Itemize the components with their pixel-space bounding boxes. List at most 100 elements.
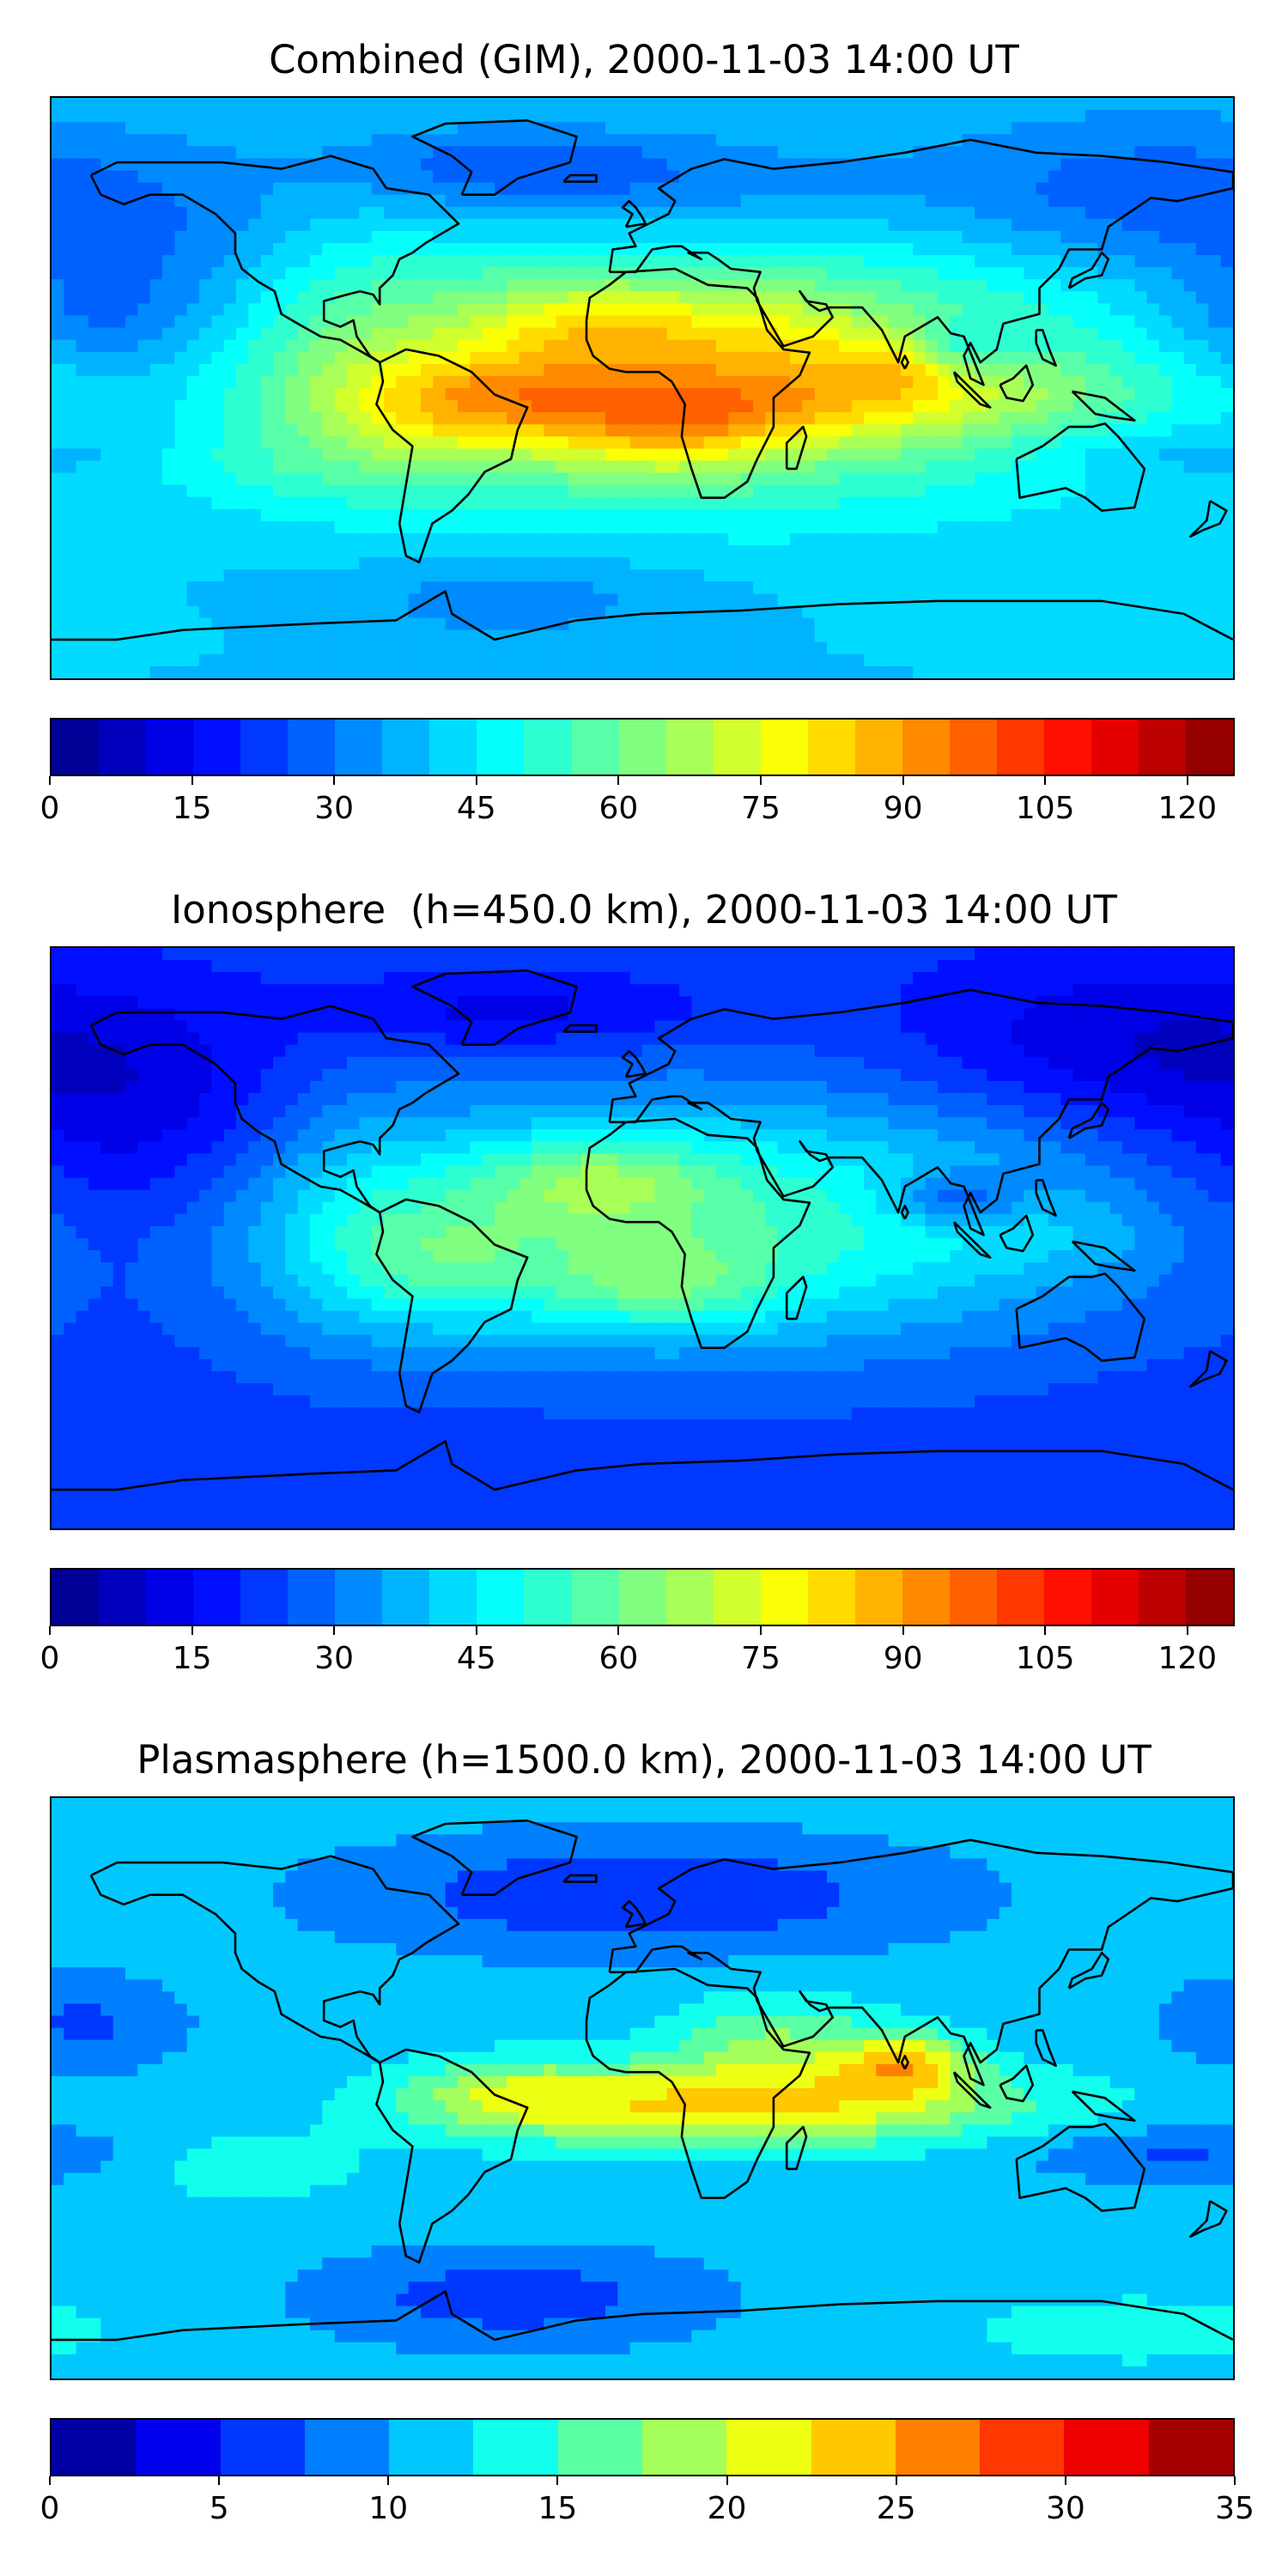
field-cell [765,960,779,973]
field-cell [790,134,804,148]
field-cell [1109,388,1123,401]
field-cell [112,629,126,643]
field-cell [470,412,483,426]
field-cell [901,303,914,317]
field-cell [1220,948,1233,961]
field-cell [938,617,951,631]
field-cell [149,496,163,510]
field-cell [1097,279,1111,293]
field-cell [1072,303,1086,317]
colorbar-cell [713,720,761,775]
field-cell [1122,484,1136,498]
field-cell [679,315,693,329]
field-cell [1146,351,1160,365]
field-cell [125,545,139,558]
field-cell [642,605,656,619]
field-cell [839,243,853,256]
field-cell [297,98,311,111]
field-cell [322,533,336,546]
field-cell [654,629,668,643]
field-cell [592,496,606,510]
field-cell [814,206,828,220]
field-cell [1159,182,1173,196]
field-cell [827,533,841,546]
field-cell [347,641,361,655]
field-cell [100,545,114,558]
field-cell [679,122,693,136]
field-cell [666,593,680,607]
field-cell [211,581,225,595]
field-cell [703,388,717,401]
field-cell [112,424,126,438]
field-cell [1159,315,1173,329]
field-cell [236,412,250,426]
field-cell [777,460,791,474]
field-cell [149,972,163,986]
field-cell [519,972,532,986]
field-cell [629,327,643,341]
field-cell [1060,533,1074,546]
field-cell [519,533,532,546]
field-cell [740,230,754,244]
field-cell [556,653,569,667]
field-cell [223,641,237,655]
field-cell [223,134,237,148]
field-cell [334,641,348,655]
field-cell [592,545,606,558]
field-cell [347,170,361,184]
field-cell [482,122,495,136]
field-cell [495,653,508,667]
field-cell [999,110,1012,123]
field-cell [359,122,373,136]
field-cell [186,984,200,998]
field-cell [149,122,163,136]
field-cell [851,545,865,558]
field-cell [999,194,1012,208]
field-cell [790,351,804,365]
field-cell [1109,545,1123,558]
field-cell [211,400,225,413]
field-cell [149,557,163,571]
field-cell [580,472,594,486]
field-cell [814,279,828,293]
field-cell [76,569,89,583]
field-cell [458,134,471,148]
field-cell [495,533,508,546]
field-cell [1134,98,1148,111]
field-cell [88,412,102,426]
field-cell [654,146,668,160]
field-cell [790,593,804,607]
field-cell [1048,460,1062,474]
field-cell [100,617,114,631]
field-cell [310,170,324,184]
field-cell [64,665,77,678]
field-cell [679,641,693,655]
field-cell [76,315,89,329]
field-cell [88,134,102,148]
field-cell [1171,472,1185,486]
field-cell [1146,972,1160,986]
field-cell [88,194,102,208]
field-cell [728,641,742,655]
field-cell [629,593,643,607]
field-cell [211,448,225,462]
field-cell [52,508,65,522]
field-cell [76,424,89,438]
field-cell [1012,182,1025,196]
field-cell [544,653,557,667]
field-cell [125,363,139,377]
field-cell [568,400,582,413]
field-cell [495,375,508,389]
field-cell [433,170,447,184]
field-cell [753,110,767,123]
field-cell [495,436,508,450]
field-cell [310,460,324,474]
field-cell [458,617,471,631]
field-cell [1134,388,1148,401]
field-cell [1171,545,1185,558]
field-cell [839,303,853,317]
field-cell [975,569,988,583]
field-cell [987,581,1000,595]
field-cell [433,569,447,583]
field-cell [728,520,742,534]
